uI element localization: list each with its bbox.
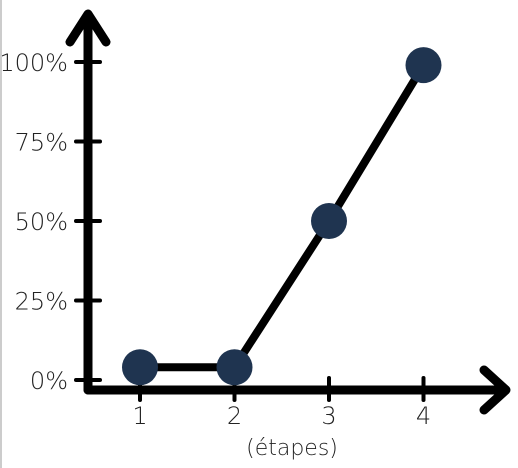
y-tick-label: 0%: [30, 367, 68, 395]
y-tick-label: 75%: [15, 129, 68, 157]
y-axis-arrowhead: [65, 9, 111, 47]
data-point: [122, 349, 158, 386]
chart-marks: 0% 25% 50% 75% 100% 1 2 3 4: [0, 9, 511, 430]
data-point: [311, 203, 347, 239]
data-point: [405, 47, 442, 84]
y-tick-label: 50%: [15, 208, 68, 236]
series-line: [136, 61, 428, 372]
x-tick-label: 1: [132, 402, 147, 430]
y-tick-label: 100%: [0, 49, 68, 77]
x-axis-arrowhead: [479, 365, 511, 415]
y-tick-label: 25%: [15, 288, 68, 316]
x-tick-label: 3: [321, 402, 336, 430]
data-point: [216, 349, 253, 386]
x-axis-title: (étapes): [246, 436, 338, 461]
x-tick-label: 2: [227, 402, 242, 430]
x-tick-label: 4: [416, 402, 431, 430]
